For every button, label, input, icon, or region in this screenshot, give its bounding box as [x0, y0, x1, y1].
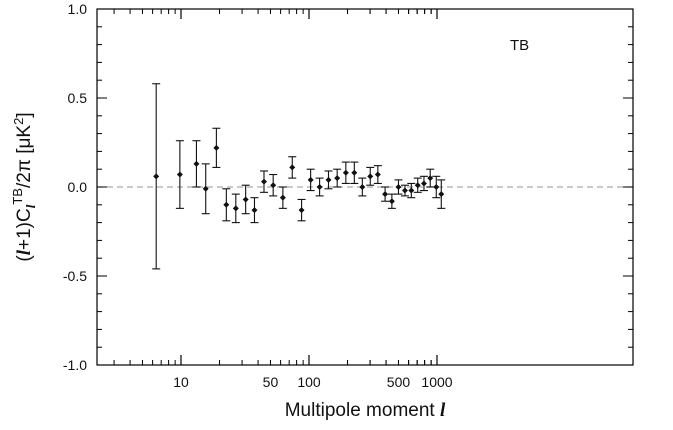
data-point-group — [381, 186, 390, 202]
data-point-marker — [367, 173, 374, 180]
data-point-marker — [307, 176, 314, 183]
y-axis-plus: +1)C — [14, 208, 35, 250]
y-axis-mid: /2π [μK — [14, 125, 35, 188]
data-point-marker — [351, 169, 358, 176]
data-points — [152, 83, 446, 270]
data-point-group — [288, 156, 297, 179]
x-tick-label: 100 — [297, 374, 321, 390]
data-point-marker — [382, 191, 389, 198]
data-point-group — [269, 173, 278, 197]
data-point-marker — [433, 184, 440, 190]
data-point-marker — [270, 182, 277, 189]
data-point-group — [432, 175, 441, 199]
axis-ticks — [97, 8, 633, 366]
data-point-group — [350, 161, 359, 184]
x-tick-label: 10 — [173, 374, 189, 390]
y-axis-open: ( — [14, 255, 35, 262]
data-point-marker — [325, 176, 332, 183]
x-tick-labels: 10 50 100 500 1000 — [173, 374, 453, 390]
x-axis-title-text: Multipole moment — [285, 400, 440, 421]
data-point-marker — [223, 201, 230, 208]
data-point-group — [366, 166, 375, 186]
data-point-group — [241, 184, 250, 215]
y-axis-exp: 2 — [11, 118, 26, 125]
data-point-group — [394, 179, 403, 195]
data-point-group — [231, 193, 240, 224]
series-annotation: TB — [510, 37, 529, 54]
data-point-group — [297, 198, 306, 222]
y-axis-sup: TB — [10, 188, 25, 205]
data-point-group — [419, 175, 428, 192]
y-tick-labels: 1.0 0.5 0.0 -0.5 -1.0 — [63, 1, 87, 373]
data-point-group — [175, 140, 184, 209]
data-point-marker — [232, 205, 239, 212]
data-point-marker — [427, 175, 434, 182]
data-point-group — [333, 168, 342, 188]
data-point-group — [426, 168, 435, 188]
y-tick-label: -0.5 — [63, 268, 87, 284]
data-point-marker — [260, 178, 267, 185]
data-point-marker — [213, 144, 220, 151]
data-point-marker — [153, 173, 160, 180]
data-point-marker — [251, 207, 258, 214]
data-point-group — [222, 188, 231, 222]
y-tick-label: -1.0 — [63, 357, 87, 373]
y-axis-close: ] — [14, 112, 35, 117]
data-point-group — [341, 161, 350, 184]
data-point-group — [358, 177, 367, 197]
data-point-group — [306, 168, 315, 192]
data-point-marker — [388, 198, 395, 205]
data-point-marker — [316, 184, 323, 190]
data-point-marker — [193, 160, 200, 167]
data-point-marker — [438, 191, 445, 198]
data-point-marker — [408, 187, 415, 194]
data-point-marker — [289, 164, 296, 171]
y-tick-label: 0.5 — [68, 90, 88, 106]
data-point-marker — [374, 171, 381, 178]
y-axis-ell: l — [14, 249, 35, 255]
data-point-marker — [176, 171, 183, 178]
data-point-marker — [334, 175, 341, 182]
data-point-marker — [420, 180, 427, 187]
data-point-group — [324, 170, 333, 190]
y-axis-title: (l+1)ClTB/2π [μK2] — [10, 112, 38, 261]
data-point-marker — [242, 196, 249, 203]
data-point-marker — [395, 184, 402, 190]
data-point-group — [387, 193, 396, 209]
data-point-group — [400, 184, 409, 197]
x-axis-title: Multipole moment l — [285, 400, 446, 421]
data-point-marker — [401, 187, 408, 194]
data-point-group — [192, 140, 201, 188]
x-axis-ell: l — [440, 400, 446, 421]
data-point-marker — [359, 184, 366, 190]
data-point-group — [315, 177, 324, 197]
data-point-marker — [414, 182, 421, 189]
data-point-marker — [298, 207, 305, 214]
data-point-group — [201, 163, 210, 215]
data-point-group — [278, 186, 287, 209]
data-point-marker — [202, 185, 209, 192]
y-tick-label: 0.0 — [68, 179, 88, 195]
x-tick-label: 50 — [263, 374, 279, 390]
data-point-marker — [279, 194, 286, 201]
y-axis-sub: l — [23, 204, 38, 208]
data-point-group — [407, 182, 416, 199]
x-tick-label: 1000 — [421, 374, 452, 390]
data-point-marker — [342, 169, 349, 176]
y-tick-label: 1.0 — [68, 1, 88, 17]
data-point-group — [250, 197, 259, 224]
data-point-group — [212, 127, 221, 168]
data-point-group — [373, 165, 382, 184]
x-tick-label: 500 — [387, 374, 411, 390]
data-point-group — [259, 170, 268, 193]
data-point-group — [437, 179, 446, 209]
data-point-group — [413, 177, 422, 193]
data-point-group — [152, 83, 161, 270]
